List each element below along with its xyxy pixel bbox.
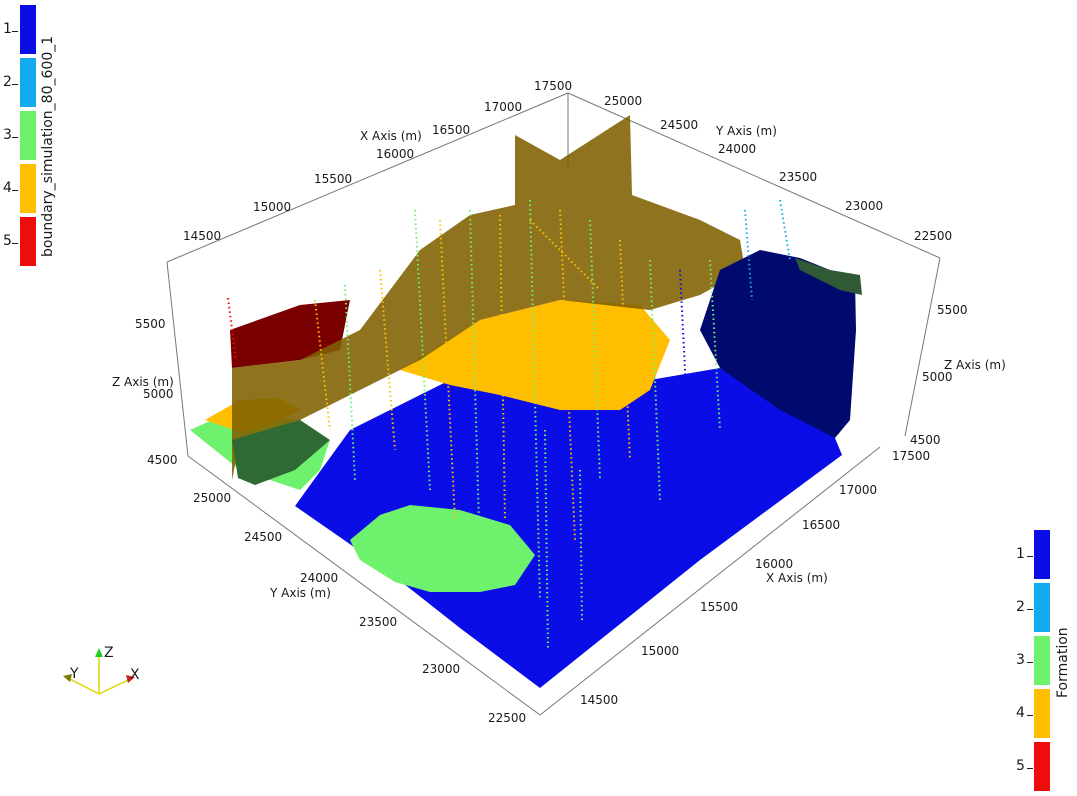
legend-left-swatch: [20, 5, 36, 54]
scalar-bar-right: 1 2 3 4 5 Formation: [1010, 530, 1077, 792]
y-label: Y: [69, 666, 79, 682]
orientation-axes-widget[interactable]: Z Y X: [63, 645, 140, 695]
x-axis-top-tick: 15500: [314, 172, 352, 186]
legend-right-swatch: [1034, 689, 1050, 738]
legend-left-label: 3: [3, 127, 12, 143]
z-axis-right-tick: 5500: [937, 303, 968, 317]
legend-left-label: 2: [3, 74, 12, 90]
x-axis-bottom-tick: 17500: [892, 449, 930, 463]
x-axis-bottom-tick: 16000: [755, 557, 793, 571]
formation-1-base-surface: [295, 368, 842, 688]
scalar-bar-left: 1 2 3 4 5 boundary_simulation_80_600_1: [0, 5, 80, 270]
x-axis-bottom: X Axis (m) 17500 17000 16500 16000 15500…: [580, 449, 930, 707]
section-plane-right-navy: [700, 250, 856, 438]
y-axis-bottom-tick: 22500: [488, 711, 526, 725]
x-axis-top-title: X Axis (m): [360, 129, 422, 143]
legend-right-swatch: [1034, 530, 1050, 579]
well-trajectories: [227, 199, 791, 651]
legend-left-swatch: [20, 164, 36, 213]
y-axis-bottom-tick: 23000: [422, 662, 460, 676]
legend-right-label: 2: [1016, 599, 1025, 615]
legend-right-label: 1: [1016, 546, 1025, 562]
x-axis-bottom-tick: 17000: [839, 483, 877, 497]
legend-right-swatch: [1034, 742, 1050, 791]
z-axis-right: Z Axis (m) 4500 5000 5500: [910, 303, 1006, 447]
legend-right-label: 4: [1016, 705, 1025, 721]
z-label: Z: [104, 645, 114, 661]
section-plane-right-green-cap: [795, 258, 862, 295]
x-axis-top: X Axis (m) 14500 15000 15500 16000 16500…: [183, 79, 572, 243]
x-axis-top-tick: 16500: [432, 123, 470, 137]
x-axis-top-tick: 16000: [376, 147, 414, 161]
legend-right-label: 3: [1016, 652, 1025, 668]
formation-3-patch-lower: [350, 505, 535, 592]
legend-right-label: 5: [1016, 758, 1025, 774]
y-axis-top-tick: 23500: [779, 170, 817, 184]
z-axis-left-tick: 5000: [143, 387, 174, 401]
y-axis-top-tick: 22500: [914, 229, 952, 243]
z-axis-right-tick: 5000: [922, 370, 953, 384]
z-axis-right-title: Z Axis (m): [944, 358, 1006, 372]
legend-right-swatch: [1034, 583, 1050, 632]
x-axis-bottom-tick: 15500: [700, 600, 738, 614]
z-arrow-icon: [95, 648, 103, 657]
y-axis-bottom: Y Axis (m) 25000 24500 24000 23500 23000…: [193, 491, 526, 725]
y-axis-top-tick: 23000: [845, 199, 883, 213]
legend-right-swatch: [1034, 636, 1050, 685]
z-axis-left-title: Z Axis (m): [112, 375, 174, 389]
legend-left-swatch: [20, 111, 36, 160]
x-axis-bottom-tick: 16500: [802, 518, 840, 532]
x-label: X: [130, 667, 140, 683]
y-axis-top-title: Y Axis (m): [715, 124, 777, 138]
x-axis-top-tick: 17500: [534, 79, 572, 93]
y-axis-top: Y Axis (m) 25000 24500 24000 23500 23000…: [604, 94, 952, 243]
legend-left-label: 1: [3, 21, 12, 37]
x-axis-bottom-tick: 14500: [580, 693, 618, 707]
x-axis-top-tick: 17000: [484, 100, 522, 114]
x-axis-top-tick: 15000: [253, 200, 291, 214]
y-axis-top-tick: 24000: [718, 142, 756, 156]
y-axis-bottom-tick: 24000: [300, 571, 338, 585]
legend-left-label: 5: [3, 233, 12, 249]
y-axis-bottom-tick: 24500: [244, 530, 282, 544]
y-axis-bottom-tick: 25000: [193, 491, 231, 505]
x-arrow-icon: [126, 675, 135, 683]
z-axis-left-tick: 5500: [135, 317, 166, 331]
legend-left-swatch: [20, 58, 36, 107]
z-axis-right-tick: 4500: [910, 433, 941, 447]
y-axis-top-tick: 25000: [604, 94, 642, 108]
legend-left-label: 4: [3, 180, 12, 196]
z-axis-left-tick: 4500: [147, 453, 178, 467]
legend-left-title: boundary_simulation_80_600_1: [40, 35, 56, 257]
legend-right-title: Formation: [1055, 627, 1071, 698]
x-axis-top-tick: 14500: [183, 229, 221, 243]
y-axis-bottom-title: Y Axis (m): [269, 586, 331, 600]
z-axis-left: Z Axis (m) 4500 5000 5500: [112, 317, 178, 467]
x-axis-bottom-tick: 15000: [641, 644, 679, 658]
y-axis-bottom-tick: 23500: [359, 615, 397, 629]
section-plane-dark-green: [232, 420, 330, 485]
section-plane-olive: [232, 115, 745, 480]
legend-left-swatch: [20, 217, 36, 266]
y-axis-top-tick: 24500: [660, 118, 698, 132]
y-arrow-icon: [63, 674, 72, 682]
x-axis-bottom-title: X Axis (m): [766, 571, 828, 585]
formation-4-patch-center: [400, 300, 670, 410]
